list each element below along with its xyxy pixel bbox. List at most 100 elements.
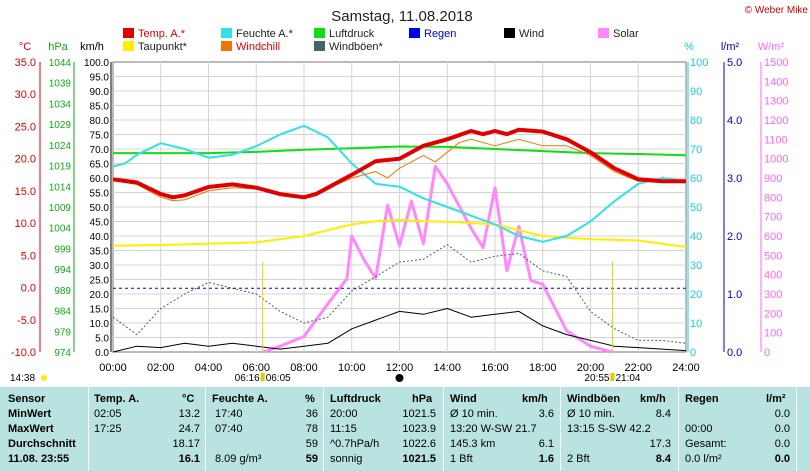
solar-tick-label: 600 (764, 231, 782, 243)
axes: 35.0 30.0 25.0 20.0 15.0 10.0 5.0 0.0 -5.0 -10.0 1… (11, 57, 789, 374)
legend: Temp. A.* Feuchte A.* Luftdruck Regen Wind So… (123, 28, 639, 53)
table-cell-label: MinWert (8, 408, 52, 420)
legend-swatch (409, 28, 420, 38)
series-feuchte-a (112, 124, 687, 243)
table-cell-label: 11.08. 23:55 (8, 453, 70, 465)
x-tick-label: 12:00 (386, 362, 414, 374)
wind-tick-label: 90.0 (90, 87, 110, 98)
table-cell-h-val: 59 (305, 453, 318, 465)
table-cell-p-time: 20:00 (330, 408, 358, 420)
solar-tick-label: 1300 (764, 96, 788, 108)
sunset-icon (610, 373, 615, 381)
sun-icon (41, 375, 47, 381)
table-cell-p-val: 1023.9 (402, 423, 436, 435)
humidity-tick-label: 70 (690, 144, 702, 156)
legend-label: Temp. A.* (138, 28, 186, 40)
table-cell-h-time: 8.09 g/m³ (215, 453, 262, 465)
pressure-tick-label: 1044 (49, 58, 72, 69)
x-tick-label: 06:00 (242, 362, 270, 374)
sunset-time: 20:55 (584, 373, 609, 384)
table-cell-t-time: 02:05 (94, 408, 122, 420)
table-cell-label: Durchschnitt (8, 438, 76, 450)
table-cell-h-val: 59 (305, 438, 318, 450)
solar-tick-label: 800 (764, 192, 782, 204)
header-gust: Windböen (567, 393, 621, 405)
pressure-tick-label: 979 (54, 327, 71, 338)
wind-tick-label: 5.0 (95, 334, 109, 345)
temp-tick-label: 20.0 (15, 154, 36, 166)
wind-tick-label: 30.0 (90, 261, 110, 272)
humidity-unit: % (684, 41, 694, 53)
wind-tick-label: 25.0 (90, 276, 110, 287)
pressure-tick-label: 1029 (49, 120, 72, 131)
series-group (112, 124, 687, 354)
table-cell-p-time: 11:15 (330, 423, 357, 435)
table-cell-r-b: 0.0 (774, 423, 790, 435)
x-tick-label: 16:00 (481, 362, 509, 374)
wind-tick-label: 95.0 (90, 73, 110, 84)
pressure-tick-label: 1004 (49, 224, 72, 235)
wind-unit: km/h (80, 41, 104, 53)
solar-tick-label: 1400 (764, 76, 788, 88)
humidity-tick-label: 40 (690, 231, 702, 243)
table-cell-w-b: 6.1 (538, 438, 554, 450)
wind-tick-label: 35.0 (90, 247, 110, 258)
humidity-tick-label: 80 (690, 115, 702, 127)
legend-swatch (504, 28, 515, 38)
pressure-tick-label: 989 (54, 286, 71, 297)
pressure-tick-label: 1034 (49, 99, 72, 110)
header-temp: Temp. A. (94, 393, 140, 405)
wind-tick-label: 10.0 (90, 319, 110, 330)
left-time: 14:38 (10, 373, 35, 384)
sun-times: 06:16 06:05 20:55 21:04 14:38 (10, 262, 641, 384)
table-cell-g-a: 2 Bft (567, 453, 590, 465)
x-tick-label: 20:00 (577, 362, 605, 374)
table-cell-label: MaxWert (8, 423, 54, 435)
solar-tick-label: 300 (764, 289, 782, 301)
rain-tick-label: 5.0 (727, 57, 742, 69)
x-tick-label: 18:00 (529, 362, 557, 374)
x-tick-label: 04:00 (195, 362, 223, 374)
temp-tick-label: 30.0 (15, 89, 36, 101)
wind-tick-label: 75.0 (90, 131, 110, 142)
temp-tick-label: -10.0 (11, 347, 36, 359)
solar-unit: W/m² (758, 41, 785, 53)
table-cell-w-b: 3.6 (538, 408, 554, 420)
wind-tick-label: 70.0 (90, 145, 110, 156)
legend-label: Regen (424, 28, 456, 40)
temp-tick-label: 25.0 (15, 121, 36, 133)
rain-tick-label: 3.0 (727, 173, 742, 185)
header-press-unit: hPa (412, 393, 433, 405)
wind-tick-label: 40.0 (90, 232, 110, 243)
sunrise-icon (260, 373, 265, 381)
wind-tick-label: 80.0 (90, 116, 110, 127)
solar-tick-label: 1100 (764, 134, 788, 146)
legend-swatch (123, 28, 134, 38)
table-cell-h-time: 17:40 (215, 408, 243, 420)
solar-tick-label: 0 (764, 347, 770, 359)
header-rain: Regen (685, 393, 719, 405)
summary-table: Sensor Temp. A. °C Feuchte A. % Luftdruc… (0, 386, 810, 471)
axis-units: °C hPa km/h% l/m² W/m² (19, 41, 785, 53)
header-gust-unit: km/h (640, 393, 666, 405)
table-cell-p-time: sonnig (330, 453, 363, 465)
humidity-tick-label: 10 (690, 318, 702, 330)
x-tick-label: 24:00 (672, 362, 700, 374)
pressure-tick-label: 974 (54, 348, 71, 359)
solar-tick-label: 1200 (764, 115, 788, 127)
table-cell-g-b: 8.4 (655, 453, 671, 465)
table-cell-h-time: 07:40 (215, 423, 243, 435)
legend-label: Feuchte A.* (236, 28, 294, 40)
rain-tick-label: 0.0 (727, 347, 742, 359)
gridlines (112, 61, 687, 353)
series-temp-a (112, 127, 686, 200)
table-cell-w-a: 1 Bft (450, 453, 473, 465)
rain-tick-label: 1.0 (727, 289, 742, 301)
wind-tick-label: 50.0 (90, 203, 110, 214)
table-cell-t-val: 18.17 (172, 438, 200, 450)
moon-icon (395, 374, 404, 382)
temp-tick-label: 15.0 (15, 186, 36, 198)
rain-tick-label: 2.0 (727, 231, 742, 243)
x-tick-label: 10:00 (338, 362, 366, 374)
table-cell-g-a: 13:15 S-SW 42.2 (567, 423, 651, 435)
